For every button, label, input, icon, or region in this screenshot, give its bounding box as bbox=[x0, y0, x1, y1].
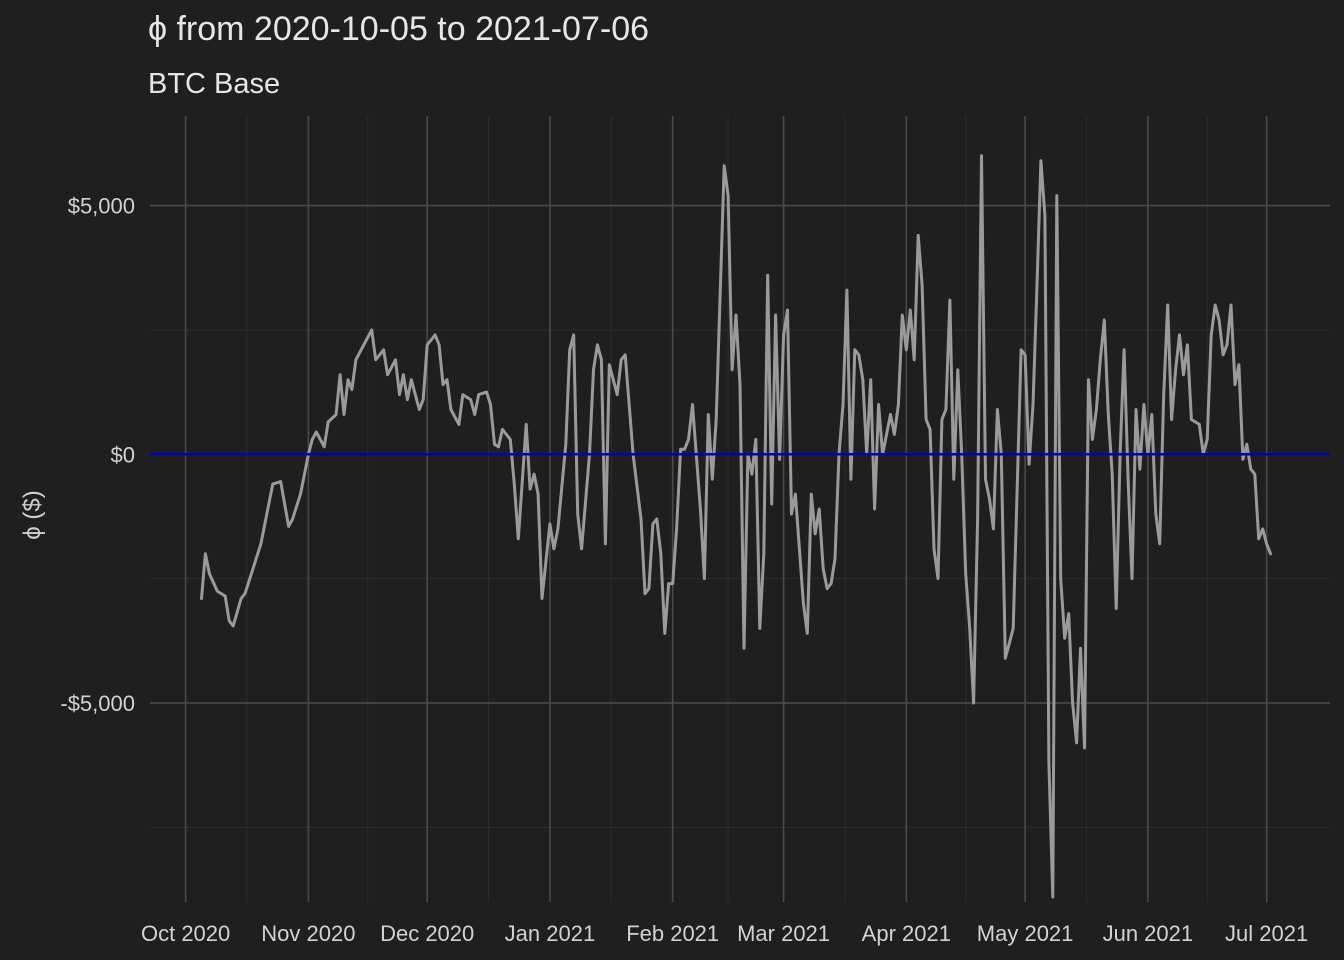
series-layer bbox=[200, 154, 1273, 899]
major-gridlines bbox=[150, 116, 1330, 902]
y-tick-label: $5,000 bbox=[68, 194, 135, 219]
x-tick-label: Jun 2021 bbox=[1103, 921, 1194, 946]
x-tick-label: Mar 2021 bbox=[737, 921, 830, 946]
x-tick-label: Feb 2021 bbox=[626, 921, 719, 946]
x-tick-label: Jan 2021 bbox=[505, 921, 596, 946]
y-axis-label: ϕ ($) bbox=[19, 490, 46, 539]
series-line bbox=[200, 154, 1273, 899]
y-tick-label: -$5,000 bbox=[60, 691, 135, 716]
minor-gridlines bbox=[150, 116, 1330, 902]
y-axis-ticks: $5,000 $0 -$5,000 bbox=[60, 194, 135, 716]
x-tick-label: Nov 2020 bbox=[261, 921, 355, 946]
x-tick-label: Dec 2020 bbox=[380, 921, 474, 946]
x-tick-label: May 2021 bbox=[977, 921, 1074, 946]
y-tick-label: $0 bbox=[111, 442, 135, 467]
x-tick-label: Oct 2020 bbox=[141, 921, 230, 946]
x-axis-ticks: Oct 2020 Nov 2020 Dec 2020 Jan 2021 Feb 2021… bbox=[141, 921, 1308, 946]
chart-subtitle: BTC Base bbox=[148, 68, 281, 100]
chart-title: ϕ from 2020-10-05 to 2021-07-06 bbox=[148, 10, 650, 48]
x-tick-label: Apr 2021 bbox=[862, 921, 951, 946]
x-tick-label: Jul 2021 bbox=[1225, 921, 1308, 946]
